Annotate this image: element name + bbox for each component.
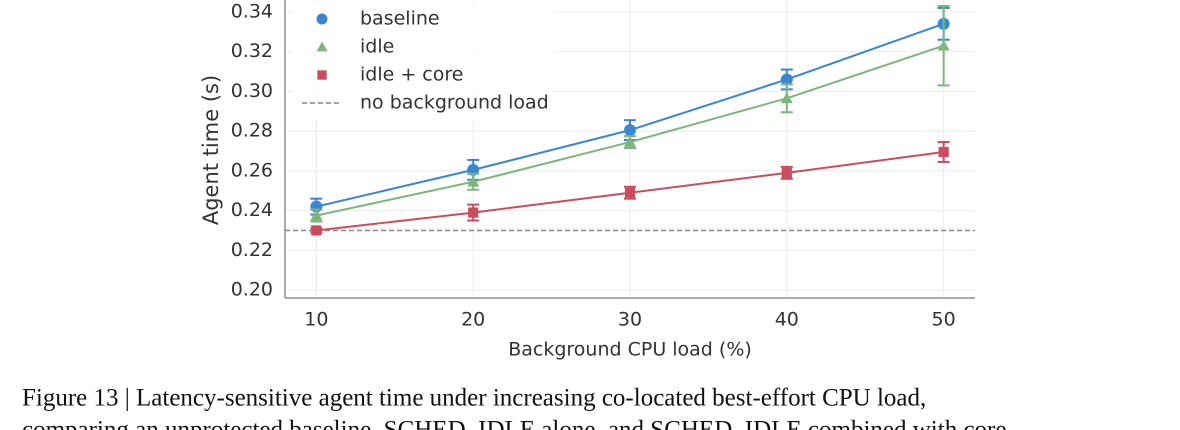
legend-box [292, 2, 554, 120]
marker [780, 92, 793, 104]
marker [938, 146, 949, 158]
x-tick-label: 10 [304, 309, 328, 331]
y-tick-label: 0.32 [231, 40, 273, 62]
marker [937, 39, 950, 51]
x-tick-label: 40 [775, 309, 799, 331]
marker [311, 225, 322, 236]
marker [780, 73, 793, 86]
y-tick-label: 0.34 [231, 0, 273, 22]
y-tick-label: 0.28 [231, 120, 273, 142]
y-tick-label: 0.26 [231, 159, 273, 181]
x-axis-label: Background CPU load (%) [508, 339, 752, 361]
x-tick-label: 30 [618, 309, 642, 331]
marker [781, 167, 792, 178]
legend-label: idle + core [360, 64, 463, 86]
caption-line: Figure 13 | Latency-sensitive agent time… [22, 385, 926, 412]
legend-marker [317, 70, 327, 80]
legend-label: idle [360, 36, 394, 58]
y-tick-label: 0.30 [231, 80, 273, 102]
caption-line: comparing an unprotected baseline, SCHED… [22, 417, 1006, 430]
marker [467, 175, 480, 187]
marker [468, 207, 479, 218]
legend-marker [316, 41, 328, 52]
y-tick-label: 0.20 [231, 279, 273, 301]
y-tick-label: 0.22 [231, 239, 273, 261]
marker [310, 209, 323, 221]
legend-marker [316, 13, 328, 25]
y-axis-label: Agent time (s) [199, 75, 223, 225]
marker [624, 124, 636, 137]
legend-label: baseline [360, 8, 440, 30]
legend-label: no background load [360, 92, 549, 114]
x-tick-label: 20 [461, 309, 485, 331]
x-tick-label: 50 [932, 309, 956, 331]
marker [624, 136, 636, 147]
y-tick-label: 0.24 [231, 199, 273, 221]
marker [624, 187, 636, 198]
